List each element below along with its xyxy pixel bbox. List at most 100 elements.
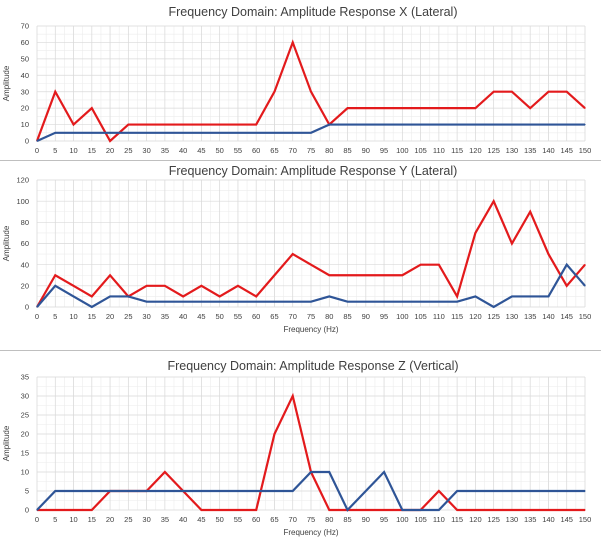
data-point (91, 490, 93, 492)
x-tick-label: 85 (343, 515, 351, 524)
data-point (127, 123, 129, 126)
x-tick-label: 80 (325, 312, 333, 321)
data-point (237, 285, 239, 287)
x-tick-label: 20 (106, 146, 114, 155)
x-tick-label: 55 (234, 515, 242, 524)
x-tick-label: 120 (469, 515, 482, 524)
x-tick-label: 145 (560, 312, 573, 321)
data-point (456, 509, 458, 511)
data-point (310, 301, 312, 303)
series-1 (36, 123, 586, 143)
data-point (127, 295, 129, 298)
data-point (200, 285, 202, 287)
data-point (420, 264, 422, 266)
x-tick-label: 80 (325, 515, 333, 524)
data-point (511, 123, 513, 126)
data-point (456, 295, 458, 298)
x-tick-label: 90 (362, 146, 370, 155)
x-tick-label: 25 (124, 515, 132, 524)
x-tick-label: 30 (142, 515, 150, 524)
x-tick-label: 35 (161, 312, 169, 321)
y-tick-label: 120 (16, 176, 29, 185)
data-point (511, 490, 513, 492)
data-point (456, 301, 458, 303)
data-point (529, 490, 531, 492)
x-tick-label: 110 (433, 312, 445, 321)
x-tick-label: 40 (179, 312, 187, 321)
data-point (438, 509, 440, 511)
x-tick-label: 115 (451, 515, 463, 524)
y-tick-label: 15 (21, 449, 29, 458)
data-point (200, 301, 202, 303)
data-point (547, 123, 550, 126)
data-point (200, 123, 202, 126)
data-point (237, 490, 239, 492)
x-tick-label: 130 (506, 515, 519, 524)
data-point (420, 123, 422, 126)
data-point (91, 306, 93, 308)
x-tick-label: 150 (579, 312, 592, 321)
x-tick-label: 40 (179, 146, 187, 155)
data-point (474, 107, 476, 109)
data-point (474, 232, 476, 234)
data-point (474, 295, 476, 298)
data-point (54, 132, 56, 134)
y-axis-label: Amplitude (2, 225, 11, 261)
series-1 (36, 262, 586, 309)
data-point (273, 274, 276, 276)
x-tick-label: 40 (179, 515, 187, 524)
data-point (72, 509, 75, 511)
data-point (310, 264, 312, 266)
data-point (529, 123, 531, 126)
data-point (401, 301, 403, 303)
data-point (109, 490, 111, 492)
x-tick-label: 110 (433, 515, 445, 524)
x-tick-label: 20 (106, 515, 114, 524)
x-tick-label: 35 (161, 146, 169, 155)
x-tick-label: 140 (542, 146, 555, 155)
y-tick-label: 5 (25, 487, 29, 496)
chart-panel-z: Frequency Domain: Amplitude Response Z (… (0, 350, 601, 551)
data-point (529, 295, 531, 298)
data-point (164, 301, 166, 303)
data-point (146, 490, 148, 492)
data-point (146, 123, 148, 126)
data-point (365, 301, 367, 303)
data-point (511, 509, 513, 511)
data-point (584, 509, 586, 511)
data-point (456, 107, 458, 109)
data-point (420, 301, 422, 303)
data-point (255, 123, 257, 126)
data-point (420, 509, 422, 511)
x-tick-label: 55 (234, 312, 242, 321)
x-tick-label: 125 (487, 146, 500, 155)
x-tick-label: 10 (69, 515, 77, 524)
y-tick-label: 80 (21, 218, 29, 227)
data-point (328, 274, 330, 276)
x-tick-label: 65 (270, 312, 278, 321)
y-tick-label: 10 (21, 468, 29, 477)
chart-title: Frequency Domain: Amplitude Response Z (… (167, 359, 458, 373)
series-1 (36, 470, 586, 512)
data-point (219, 295, 221, 298)
data-point (182, 295, 184, 298)
y-tick-label: 60 (21, 239, 29, 248)
x-tick-label: 5 (53, 515, 57, 524)
data-point (493, 91, 495, 93)
data-point (91, 132, 93, 134)
data-point (91, 509, 93, 511)
x-tick-label: 15 (88, 515, 96, 524)
x-tick-label: 60 (252, 515, 260, 524)
data-point (420, 107, 422, 109)
x-tick-label: 60 (252, 146, 260, 155)
panel-divider (0, 350, 601, 351)
x-tick-label: 20 (106, 312, 114, 321)
y-tick-label: 40 (21, 71, 29, 80)
data-point (127, 490, 129, 492)
data-point (72, 285, 75, 287)
x-tick-label: 45 (197, 515, 205, 524)
data-point (474, 509, 476, 511)
data-point (584, 490, 586, 492)
data-point (401, 509, 403, 511)
x-tick-label: 145 (560, 146, 573, 155)
